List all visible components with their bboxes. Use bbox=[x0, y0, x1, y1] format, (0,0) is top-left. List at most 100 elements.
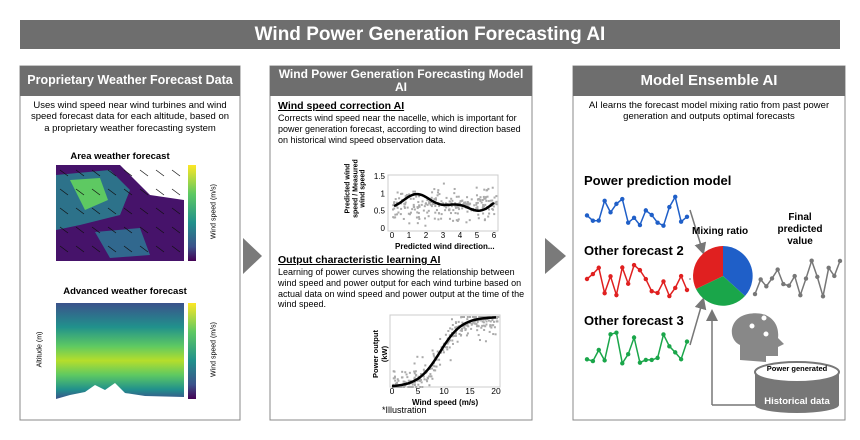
scatter-point bbox=[460, 316, 463, 318]
scatter-point bbox=[394, 382, 397, 385]
title-bar bbox=[20, 20, 840, 49]
scatter-point bbox=[408, 213, 411, 216]
scatter-point bbox=[457, 218, 460, 221]
scatter-point bbox=[394, 198, 397, 201]
scatter-point bbox=[466, 323, 469, 326]
forecast-point bbox=[625, 281, 631, 286]
forecast-point bbox=[596, 265, 601, 270]
node-icon bbox=[748, 322, 756, 330]
scatter-point bbox=[407, 379, 410, 382]
scatter-point bbox=[417, 216, 420, 219]
scatter-point bbox=[414, 370, 417, 373]
scatter-point bbox=[487, 319, 490, 322]
scatter-point bbox=[411, 383, 414, 386]
wind-vector bbox=[123, 226, 133, 234]
scatter-point bbox=[495, 317, 498, 320]
wind-vector bbox=[107, 188, 117, 196]
wind-vector bbox=[139, 169, 149, 177]
forecast-point bbox=[608, 210, 613, 215]
scatter-point bbox=[475, 194, 478, 197]
scatter-point bbox=[419, 373, 422, 376]
scatter-point bbox=[470, 327, 473, 330]
scatter-point bbox=[455, 326, 458, 329]
forecast-point bbox=[786, 283, 792, 288]
model-label: Other forecast 2 bbox=[584, 243, 684, 258]
forecast-point bbox=[678, 357, 684, 362]
scatter-point bbox=[438, 205, 441, 208]
scatter-point bbox=[400, 207, 403, 210]
scatter-point bbox=[466, 210, 469, 213]
section-title: Wind speed correction AI bbox=[278, 100, 405, 112]
scatter-point bbox=[458, 208, 461, 211]
scatter-point bbox=[406, 376, 409, 379]
y-tick-label: 0 bbox=[381, 224, 386, 233]
scatter-point bbox=[428, 202, 431, 205]
forecast-point bbox=[637, 360, 643, 365]
scatter-point bbox=[424, 217, 427, 220]
forecast-point bbox=[798, 292, 803, 298]
x-tick-label: 2 bbox=[424, 231, 429, 240]
scatter-point bbox=[423, 370, 426, 373]
colorbar-label: Wind speed (m/s) bbox=[210, 184, 218, 239]
scatter-point bbox=[408, 222, 411, 225]
forecast-point bbox=[614, 330, 619, 335]
scatter-point bbox=[449, 359, 452, 362]
scatter-point bbox=[402, 386, 405, 388]
scatter-point bbox=[453, 187, 456, 190]
scatter-point bbox=[487, 200, 490, 203]
scatter-point bbox=[460, 200, 463, 203]
scatter-point bbox=[396, 381, 399, 384]
scatter-point bbox=[448, 346, 451, 349]
scatter-point bbox=[431, 364, 434, 367]
scatter-point bbox=[488, 212, 491, 215]
scatter-point bbox=[482, 212, 485, 215]
panel-description: Uses wind speed near wind turbines and w… bbox=[30, 100, 230, 134]
mixing-ratio-label: Mixing ratio bbox=[692, 226, 749, 237]
forecast-point bbox=[584, 276, 590, 282]
forecast-point bbox=[678, 273, 684, 279]
forecast-point bbox=[596, 218, 601, 223]
scatter-point bbox=[418, 195, 421, 198]
scatter-point bbox=[413, 190, 416, 193]
scatter-point bbox=[448, 200, 451, 203]
scatter-point bbox=[489, 199, 492, 202]
scatter-point bbox=[482, 316, 485, 318]
scatter-point bbox=[425, 202, 428, 205]
scatter-point bbox=[481, 199, 484, 202]
scatter-point bbox=[426, 376, 429, 379]
scatter-point bbox=[451, 323, 454, 326]
scatter-point bbox=[430, 201, 433, 204]
wind-vector bbox=[155, 245, 165, 253]
scatter-point bbox=[451, 335, 454, 338]
scatter-point bbox=[454, 202, 457, 205]
scatter-point bbox=[412, 190, 415, 193]
scatter-point bbox=[485, 323, 488, 326]
wind-vector bbox=[91, 226, 101, 234]
forecast-point bbox=[684, 214, 690, 220]
forecast-point bbox=[809, 258, 814, 263]
scatter-point bbox=[444, 209, 447, 212]
scatter-point bbox=[451, 328, 454, 331]
scatter-point bbox=[440, 213, 443, 216]
power-curve bbox=[391, 316, 497, 388]
scatter-point bbox=[454, 212, 457, 215]
scatter-point bbox=[480, 316, 483, 318]
x-tick-label: 20 bbox=[491, 386, 501, 396]
panel-header: Proprietary Weather Forecast Data bbox=[27, 73, 233, 88]
wind-vector bbox=[139, 207, 149, 215]
forecast-point bbox=[667, 293, 672, 299]
scatter-point bbox=[424, 224, 427, 227]
scatter-point bbox=[478, 339, 481, 342]
scatter-point bbox=[482, 204, 485, 207]
forecast-point bbox=[815, 274, 820, 280]
scatter-point bbox=[413, 381, 416, 384]
scatter-point bbox=[445, 206, 448, 209]
scatter-point bbox=[393, 376, 396, 379]
scatter-point bbox=[420, 381, 423, 384]
scatter-point bbox=[406, 206, 409, 209]
scatter-point bbox=[425, 378, 428, 381]
scatter-point bbox=[475, 203, 478, 206]
scatter-point bbox=[463, 201, 466, 204]
scatter-point bbox=[426, 199, 429, 202]
scatter-point bbox=[467, 202, 470, 205]
